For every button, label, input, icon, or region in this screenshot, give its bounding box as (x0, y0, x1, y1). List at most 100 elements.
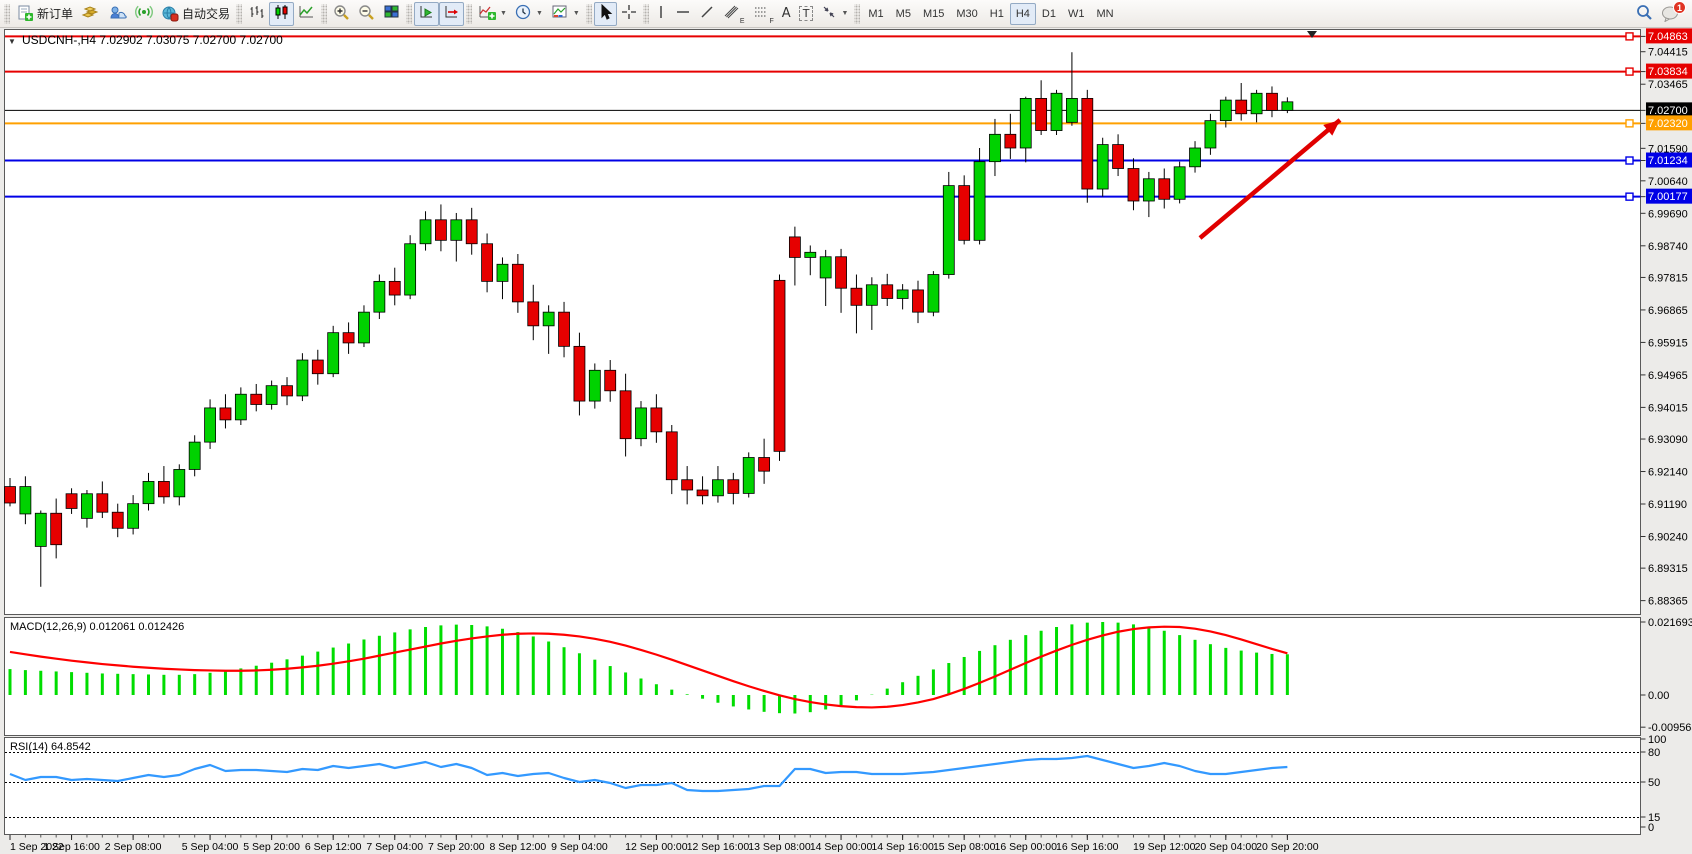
timeframe-M30[interactable]: M30 (950, 3, 983, 25)
timeframe-W1[interactable]: W1 (1062, 3, 1091, 25)
arrows-icon (821, 4, 837, 23)
candle-down (65, 493, 78, 509)
candle-down (696, 489, 709, 497)
tile-windows-icon (383, 4, 400, 23)
timeframe-H4[interactable]: H4 (1009, 2, 1036, 25)
search-button[interactable] (1631, 2, 1657, 26)
candle-up (588, 369, 601, 402)
candle-up (1189, 147, 1201, 168)
candle-down (435, 219, 447, 241)
candle-up (34, 512, 47, 547)
rsi-pane[interactable] (4, 737, 1641, 835)
chart-shift-button[interactable] (439, 1, 465, 26)
candle-down (665, 431, 678, 481)
notifications-button[interactable]: 1 (1657, 1, 1686, 26)
time-axis-label: 12 Sep 16:00 (687, 841, 750, 853)
zoom-in-button[interactable] (329, 2, 354, 26)
candle-up (973, 161, 986, 241)
horizontal-line-button[interactable] (671, 2, 695, 26)
price-line-handle[interactable] (1625, 67, 1634, 76)
arrows-button[interactable]: ▼ (817, 2, 852, 26)
tile-windows-button[interactable] (379, 2, 404, 26)
zoom-out-button[interactable] (354, 2, 379, 26)
shift-marker[interactable] (1307, 31, 1317, 38)
search-icon (1635, 4, 1653, 24)
time-axis-label: 12 Sep 00:00 (625, 841, 688, 853)
text-label-button[interactable]: T (795, 2, 818, 26)
price-line-handle[interactable] (1625, 156, 1634, 165)
price-axis-label: 6.91190 (1648, 499, 1687, 511)
new-order-icon (16, 5, 34, 22)
price-axis-label: 6.97815 (1648, 272, 1688, 284)
candle-down (481, 243, 493, 282)
indicators-button[interactable]: ▼ (474, 2, 511, 26)
news-button[interactable] (131, 2, 157, 26)
timeframe-M15[interactable]: M15 (917, 3, 950, 25)
candle-down (1004, 133, 1017, 149)
auto-scroll-button[interactable] (414, 1, 440, 26)
macd-signal-line (9, 625, 1288, 709)
new-order-button[interactable]: 新订单 (12, 2, 77, 26)
time-axis-label: 1 Sep 2022 (10, 841, 64, 853)
signals-icon (108, 4, 127, 23)
trend-arrow[interactable] (1198, 118, 1342, 240)
line-chart-icon (298, 4, 315, 23)
signals-button[interactable] (104, 2, 131, 26)
cursor-button[interactable] (593, 1, 617, 26)
candle-down (604, 369, 617, 392)
time-axis-label: 7 Sep 04:00 (366, 841, 423, 853)
candle-up (542, 311, 555, 327)
fibonacci-button[interactable]: F (749, 2, 778, 26)
trendline-button[interactable] (695, 2, 719, 26)
macd-axis-label: 0.00 (1648, 690, 1669, 702)
price-line-handle[interactable] (1625, 32, 1634, 41)
timeframe-M1[interactable]: M1 (862, 3, 889, 25)
timeframe-D1[interactable]: D1 (1036, 3, 1062, 25)
equidistant-channel-button[interactable]: E (719, 2, 749, 26)
market-button[interactable] (77, 2, 104, 26)
candle-up (1173, 166, 1186, 200)
price-line-handle[interactable] (1625, 192, 1634, 201)
candle-down (157, 481, 170, 498)
toolbar-grip (854, 3, 861, 24)
candle-up (188, 441, 201, 470)
candle-up (496, 263, 509, 282)
time-axis-label: 5 Sep 04:00 (182, 841, 239, 853)
candle-up (1096, 144, 1109, 190)
candle-down (758, 457, 771, 472)
vertical-line-icon (655, 4, 667, 23)
candle-up (127, 503, 140, 529)
toolbar-grip (321, 3, 328, 24)
candle-up (173, 469, 186, 498)
periods-button[interactable]: ▼ (511, 2, 547, 26)
candle-up (404, 243, 417, 296)
crosshair-button[interactable] (617, 2, 641, 26)
candle-up (1281, 101, 1294, 111)
new-order-label: 新订单 (37, 7, 74, 21)
timeframe-M5[interactable]: M5 (890, 3, 917, 25)
candlestick-chart-button[interactable] (269, 1, 295, 26)
price-line-handle[interactable] (1625, 119, 1634, 128)
bar-chart-button[interactable] (244, 2, 269, 26)
timeframe-MN[interactable]: MN (1090, 3, 1119, 25)
candle-up (1250, 92, 1263, 115)
timeframe-H1[interactable]: H1 (984, 3, 1010, 25)
candle-up (1219, 99, 1232, 122)
title-collapse-icon[interactable]: ▼ (8, 37, 16, 46)
news-icon (135, 4, 153, 23)
main-pane[interactable] (4, 29, 1641, 615)
trend-arrow-head[interactable] (1323, 120, 1340, 136)
candle-down (342, 332, 355, 344)
vertical-line-button[interactable] (651, 2, 671, 26)
macd-pane[interactable] (4, 617, 1641, 736)
autotrading-button[interactable]: 自动交易 (157, 2, 234, 26)
price-axis-label: 6.94965 (1648, 370, 1688, 382)
candle-up (1204, 120, 1217, 149)
zoom-in-icon (333, 4, 350, 23)
line-chart-button[interactable] (294, 2, 319, 26)
templates-button[interactable]: ▼ (547, 2, 584, 26)
candle-down (527, 301, 540, 327)
candle-up (234, 393, 247, 421)
text-button[interactable]: A (778, 2, 795, 26)
